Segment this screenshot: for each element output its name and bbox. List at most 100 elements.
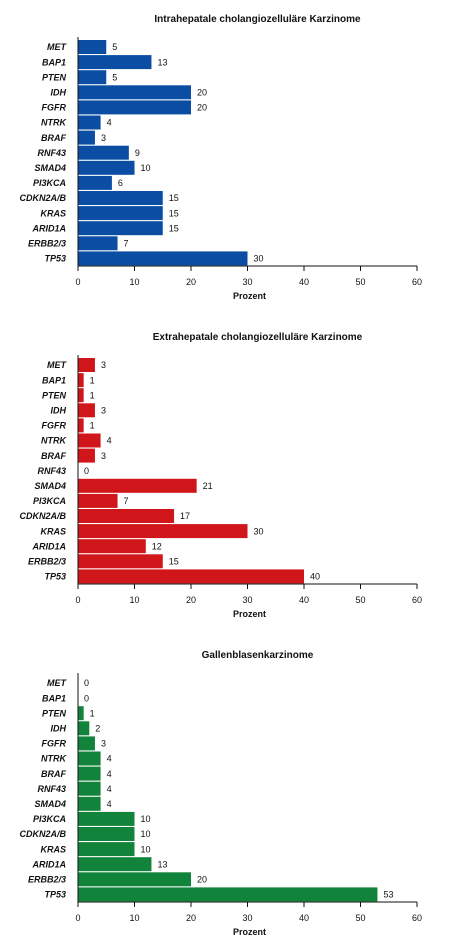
category-label: IDH [51,88,67,98]
bar [78,796,101,811]
data-label: 4 [107,769,112,779]
data-label: 3 [101,406,106,416]
bar [78,781,101,796]
x-tick-label: 40 [299,913,309,923]
category-label: PTEN [42,72,67,82]
data-label: 1 [90,421,95,431]
bar [78,358,95,372]
data-label: 1 [90,390,95,400]
data-label: 6 [118,178,123,188]
category-label: TP53 [44,572,66,582]
category-label: KRAS [40,844,66,854]
x-tick-label: 10 [129,595,139,605]
category-label: PI3KCA [33,814,66,824]
bar [78,478,197,493]
category-label: ARID1A [31,223,66,233]
chart-panel-3: Gallenblasenkarzinome MET 0 BAP1 0 PTEN 1 IDH 2 F… [19,650,422,937]
category-label: ERBB2/3 [28,239,66,249]
bar [78,85,191,100]
bar [78,251,248,266]
data-label: 3 [101,739,106,749]
category-label: ERBB2/3 [28,875,66,885]
data-label: 3 [101,360,106,370]
bar [78,766,101,781]
data-label: 15 [169,208,179,218]
data-label: 4 [107,118,112,128]
bar [78,191,163,205]
category-label: SMAD4 [34,799,66,809]
chart-title: Gallenblasenkarzinome [202,650,314,661]
data-label: 1 [90,708,95,718]
x-tick-label: 0 [75,277,80,287]
data-label: 30 [254,254,264,264]
data-label: 2 [95,724,100,734]
data-label: 7 [124,496,129,506]
data-label: 4 [107,436,112,446]
x-tick-label: 60 [412,913,422,923]
category-label: NTRK [41,754,67,764]
data-label: 53 [383,890,393,900]
category-label: FGFR [42,739,67,749]
bar [78,811,135,826]
x-tick-label: 0 [75,595,80,605]
data-label: 13 [157,57,167,67]
data-label: 20 [197,875,207,885]
x-tick-label: 30 [242,277,252,287]
x-tick-label: 50 [355,277,365,287]
bar [78,55,152,70]
bar [78,554,163,569]
bar [78,388,84,403]
data-label: 4 [107,754,112,764]
data-label: 30 [254,526,264,536]
bar [78,569,304,584]
x-tick-label: 30 [242,913,252,923]
x-tick-label: 40 [299,595,309,605]
x-tick-label: 20 [186,913,196,923]
x-axis-title: Prozent [233,291,266,301]
category-label: KRAS [40,526,66,536]
bar [78,70,107,85]
bar [78,418,84,433]
data-label: 21 [203,481,213,491]
bar [78,706,84,721]
bar [78,100,191,115]
data-label: 20 [197,88,207,98]
data-label: 40 [310,572,320,582]
category-label: MET [47,678,68,688]
category-label: PTEN [42,390,67,400]
category-label: BRAF [41,133,66,143]
bar [78,130,95,145]
data-label: 4 [107,799,112,809]
category-label: PTEN [42,708,67,718]
x-tick-label: 40 [299,277,309,287]
bar [78,40,107,54]
category-label: FGFR [42,103,67,113]
x-tick-label: 10 [129,277,139,287]
bar [78,448,95,463]
category-label: KRAS [40,208,66,218]
bar [78,373,84,388]
category-label: NTRK [41,436,67,446]
category-label: IDH [51,406,67,416]
data-label: 10 [141,163,151,173]
category-label: RNF43 [37,148,66,158]
x-tick-label: 30 [242,595,252,605]
bar [78,872,191,887]
bar [78,433,101,448]
data-label: 0 [84,466,89,476]
bar [78,842,135,857]
category-label: MET [47,42,68,52]
data-label: 3 [101,133,106,143]
bar [78,539,146,554]
category-label: RNF43 [37,784,66,794]
data-label: 9 [135,148,140,158]
bar [78,857,152,872]
category-label: SMAD4 [34,163,66,173]
category-label: BRAF [41,451,66,461]
data-label: 5 [112,42,117,52]
x-axis-title: Prozent [233,609,266,619]
x-tick-label: 60 [412,277,422,287]
data-label: 4 [107,784,112,794]
category-label: ARID1A [31,541,66,551]
bar [78,493,118,508]
